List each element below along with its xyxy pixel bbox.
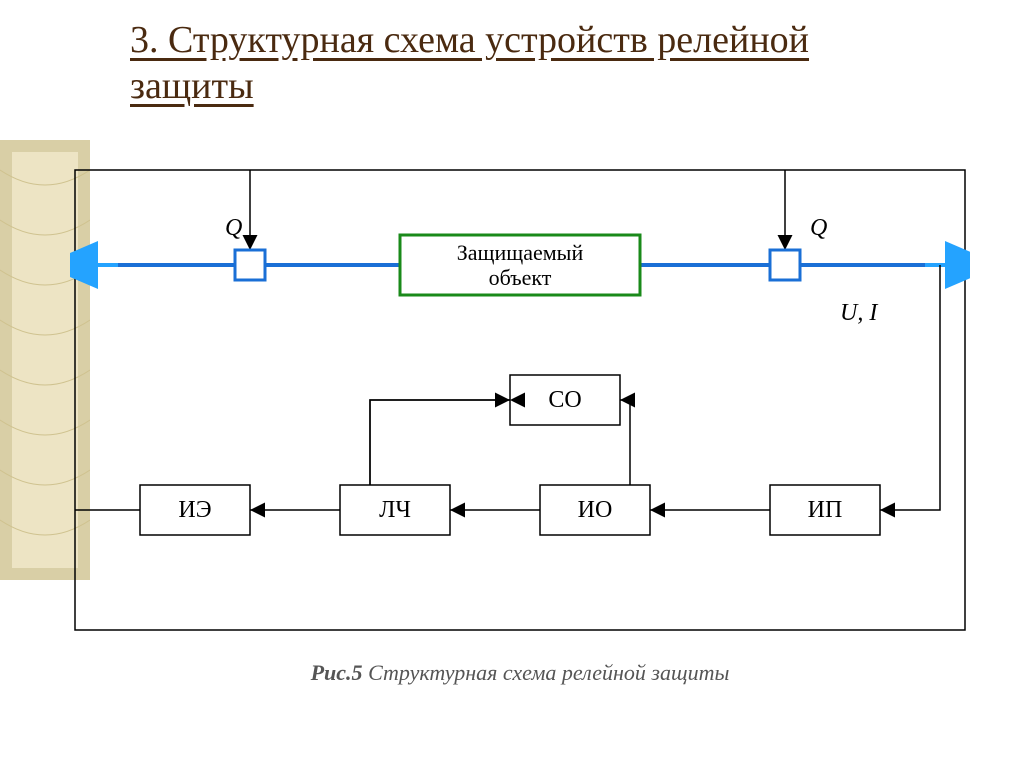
block-ip-label: ИП: [808, 497, 843, 523]
protected-object-label-2: объект: [489, 265, 552, 290]
block-ie-label: ИЭ: [178, 497, 211, 523]
protected-object-label-1: Защищаемый: [457, 240, 584, 265]
figure-caption: Рис.5 Структурная схема релейной защиты: [70, 660, 970, 686]
q-box-right: [770, 250, 800, 280]
q-label-right: Q: [810, 215, 827, 241]
arrow-lch-co: [370, 400, 510, 485]
arrow-co-lch: [370, 400, 510, 485]
q-label-left: Q: [225, 215, 242, 241]
block-lch-label: ЛЧ: [379, 497, 411, 523]
figure-caption-label: Рис.5: [311, 660, 363, 685]
q-box-left: [235, 250, 265, 280]
ui-label: U, I: [840, 300, 878, 326]
arrow-io-co: [620, 400, 630, 485]
block-io-label: ИО: [578, 497, 613, 523]
block-co-label: СО: [548, 387, 581, 413]
diagram: Q Q Защищаемый объект U, I ИЭ ЛЧ ИО ИП С…: [70, 165, 970, 685]
wire-bus-to-ip: [880, 265, 940, 510]
figure-caption-text: Структурная схема релейной защиты: [368, 660, 729, 685]
page-title: 3. Структурная схема устройств релейной …: [130, 18, 910, 109]
